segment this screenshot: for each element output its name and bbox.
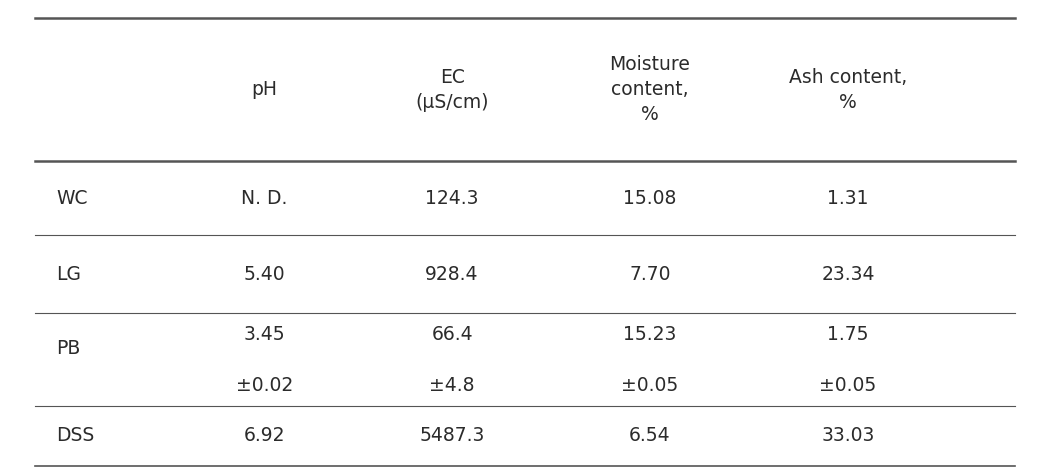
Text: 5.40: 5.40 (244, 265, 286, 284)
Text: WC: WC (57, 188, 88, 208)
Text: ±4.8: ±4.8 (429, 376, 475, 394)
Text: Ash content,
%: Ash content, % (789, 68, 907, 111)
Text: 928.4: 928.4 (425, 265, 479, 284)
Text: 124.3: 124.3 (425, 188, 479, 208)
Text: ±0.05: ±0.05 (819, 376, 877, 394)
Text: 23.34: 23.34 (821, 265, 875, 284)
Text: 15.23: 15.23 (624, 325, 676, 344)
Text: 66.4: 66.4 (432, 325, 472, 344)
Text: EC
(μS/cm): EC (μS/cm) (416, 68, 489, 111)
Text: 6.54: 6.54 (629, 426, 671, 446)
Text: N. D.: N. D. (242, 188, 288, 208)
Text: 7.70: 7.70 (629, 265, 671, 284)
Text: 15.08: 15.08 (624, 188, 676, 208)
Text: PB: PB (57, 338, 81, 358)
Text: 1.75: 1.75 (827, 325, 868, 344)
Text: 1.31: 1.31 (827, 188, 868, 208)
Text: pH: pH (252, 80, 277, 99)
Text: 6.92: 6.92 (244, 426, 286, 446)
Text: 33.03: 33.03 (821, 426, 875, 446)
Text: Moisture
content,
%: Moisture content, % (610, 55, 691, 124)
Text: LG: LG (57, 265, 81, 284)
Text: ±0.05: ±0.05 (622, 376, 678, 394)
Text: 3.45: 3.45 (244, 325, 286, 344)
Text: 5487.3: 5487.3 (419, 426, 485, 446)
Text: ±0.02: ±0.02 (236, 376, 293, 394)
Text: DSS: DSS (57, 426, 94, 446)
